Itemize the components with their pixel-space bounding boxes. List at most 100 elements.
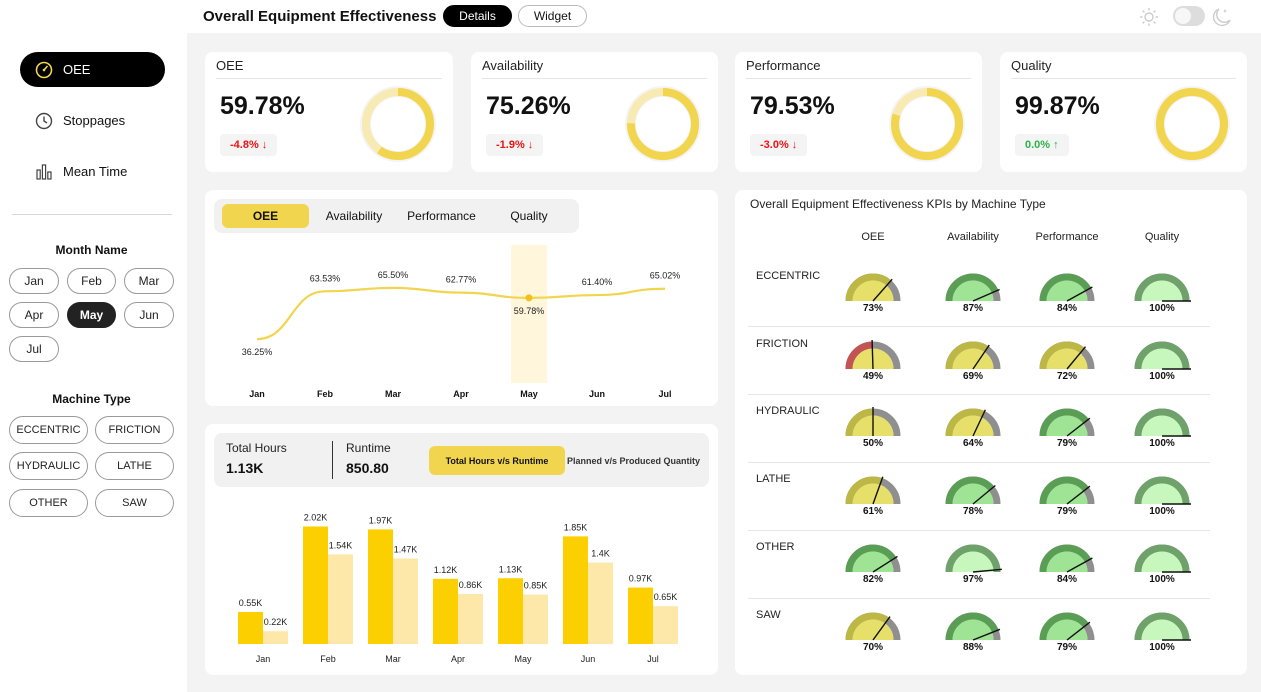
kpi-gauge: 100% bbox=[1134, 273, 1191, 314]
month-pill-feb[interactable]: Feb bbox=[67, 268, 116, 294]
runtime-bar bbox=[523, 594, 548, 644]
trend-tab-performance[interactable]: Performance bbox=[407, 209, 476, 223]
kpi-delta: 0.0% ↑ bbox=[1015, 134, 1069, 156]
gauge-fill bbox=[1134, 544, 1190, 573]
kpi-gauge: 69% bbox=[945, 341, 1001, 382]
gauge-fill bbox=[945, 408, 985, 437]
kpi-gauge: 84% bbox=[1039, 544, 1095, 585]
kpi-divider bbox=[482, 78, 707, 79]
machine-pill-hydraulic[interactable]: HYDRAULIC bbox=[9, 452, 88, 480]
gauge-inner bbox=[852, 483, 894, 504]
row-divider bbox=[748, 530, 1210, 531]
month-pill-jul[interactable]: Jul bbox=[9, 336, 59, 362]
moon-icon[interactable] bbox=[1211, 6, 1233, 33]
kpi-gauge: 64% bbox=[945, 408, 1001, 449]
kpi-divider bbox=[216, 78, 442, 79]
gauge-grid: 73% 87% 84% 100% 49% 69% 72% 100% 50% 64% 79% 100% 6… bbox=[845, 273, 1191, 653]
kpi-gauge: 97% bbox=[945, 544, 1002, 585]
x-tick-label: Apr bbox=[451, 654, 465, 664]
tab-details[interactable]: Details bbox=[443, 5, 512, 27]
oee-trend-chart: 36.25% Jan 63.53% Feb 65.50% Mar 62.77% Apr 59.7… bbox=[242, 245, 680, 399]
x-tick-label: Jan bbox=[256, 654, 271, 664]
gauge-needle bbox=[1066, 346, 1087, 370]
row-divider bbox=[748, 394, 1210, 395]
arrow-down-icon: ↓ bbox=[788, 139, 798, 151]
month-pill-jan[interactable]: Jan bbox=[9, 268, 59, 294]
machine-pill-eccentric[interactable]: ECCENTRIC bbox=[9, 416, 88, 444]
sun-icon[interactable] bbox=[1139, 7, 1159, 32]
machine-pill-friction[interactable]: FRICTION bbox=[95, 416, 174, 444]
hours-card: Total Hours 1.13K Runtime 850.80 Total H… bbox=[205, 424, 718, 675]
gauge-needle bbox=[972, 409, 986, 437]
gauge-needle bbox=[1066, 286, 1093, 302]
nav-mean-time[interactable]: Mean Time bbox=[20, 154, 165, 189]
matrix-row-label: OTHER bbox=[756, 541, 795, 553]
gauge-inner bbox=[1046, 619, 1088, 640]
speedometer-icon bbox=[34, 60, 54, 80]
matrix-col-oee: OEE bbox=[861, 231, 885, 243]
month-pill-may[interactable]: May bbox=[67, 302, 116, 328]
gauge-value-label: 100% bbox=[1149, 438, 1175, 449]
month-pill-mar[interactable]: Mar bbox=[124, 268, 174, 294]
highlight-band bbox=[511, 245, 547, 383]
matrix-row-label: LATHE bbox=[756, 473, 791, 485]
x-tick-label: May bbox=[514, 654, 532, 664]
kpi-delta: -4.8% ↓ bbox=[220, 134, 278, 156]
runtime-bar bbox=[653, 606, 678, 644]
x-tick-label: Feb bbox=[317, 389, 334, 399]
x-tick-label: Jul bbox=[647, 654, 659, 664]
gauge-needle bbox=[972, 628, 1001, 641]
gauge-inner bbox=[1046, 348, 1088, 369]
theme-toggle[interactable] bbox=[1173, 6, 1205, 26]
runtime-bar bbox=[393, 558, 418, 644]
gauge-inner bbox=[952, 551, 994, 572]
kpi-title: Availability bbox=[482, 58, 544, 73]
gauge-fill bbox=[1039, 476, 1089, 505]
gauge-value-label: 100% bbox=[1149, 574, 1175, 585]
donut-center bbox=[636, 97, 690, 151]
trend-tab-oee[interactable]: OEE bbox=[222, 204, 309, 228]
line-data-label: 61.40% bbox=[582, 277, 613, 287]
kpi-gauge: 70% bbox=[845, 612, 901, 653]
gauge-value-label: 84% bbox=[1057, 303, 1077, 314]
line-data-label: 62.77% bbox=[446, 275, 477, 285]
toggle-knob bbox=[1175, 8, 1191, 24]
x-tick-label: Jun bbox=[581, 654, 596, 664]
trend-tab-availability[interactable]: Availability bbox=[325, 209, 383, 223]
gauge-value-label: 100% bbox=[1149, 371, 1175, 382]
nav-stoppages[interactable]: Stoppages bbox=[20, 103, 165, 138]
runtime-value: 850.80 bbox=[346, 460, 389, 476]
kpi-title: Performance bbox=[746, 58, 821, 73]
total-hours-bar bbox=[238, 612, 263, 644]
machine-pill-other[interactable]: OTHER bbox=[9, 489, 88, 517]
machine-pill-lathe[interactable]: LATHE bbox=[95, 452, 174, 480]
kpi-gauge: 79% bbox=[1039, 612, 1095, 653]
nav-label: OEE bbox=[63, 62, 91, 77]
gauge-value-label: 100% bbox=[1149, 506, 1175, 517]
kpi-gauge: 84% bbox=[1039, 273, 1095, 314]
x-tick-label: Mar bbox=[385, 389, 402, 399]
kpi-delta: -3.0% ↓ bbox=[750, 134, 808, 156]
total-hours-bar bbox=[368, 529, 393, 644]
gauge-value-label: 70% bbox=[863, 642, 883, 653]
gauge-value-label: 64% bbox=[963, 438, 983, 449]
bar-data-label: 1.47K bbox=[394, 544, 418, 554]
month-pill-apr[interactable]: Apr bbox=[9, 302, 59, 328]
month-pill-jun[interactable]: Jun bbox=[124, 302, 174, 328]
tab-widget[interactable]: Widget bbox=[518, 5, 587, 27]
total-vs-runtime-button[interactable]: Total Hours v/s Runtime bbox=[429, 446, 565, 475]
bar-data-label: 1.13K bbox=[499, 564, 523, 574]
donut-value-arc bbox=[627, 88, 699, 160]
bar-data-label: 1.12K bbox=[434, 565, 458, 575]
gauge-value-label: 100% bbox=[1149, 303, 1175, 314]
trend-tab-quality[interactable]: Quality bbox=[510, 209, 548, 223]
planned-vs-produced-button[interactable]: Planned v/s Produced Quantity bbox=[566, 455, 701, 466]
gauge-needle bbox=[972, 484, 996, 505]
gauge-value-label: 97% bbox=[963, 574, 983, 585]
kpi-delta-value: -1.9% bbox=[496, 139, 525, 151]
matrix-row-label: FRICTION bbox=[756, 338, 808, 350]
line-data-label: 59.78% bbox=[514, 306, 545, 316]
machine-pill-saw[interactable]: SAW bbox=[95, 489, 174, 517]
nav-oee[interactable]: OEE bbox=[20, 52, 165, 87]
trend-tabbar: OEE Availability Performance Quality bbox=[214, 199, 579, 233]
